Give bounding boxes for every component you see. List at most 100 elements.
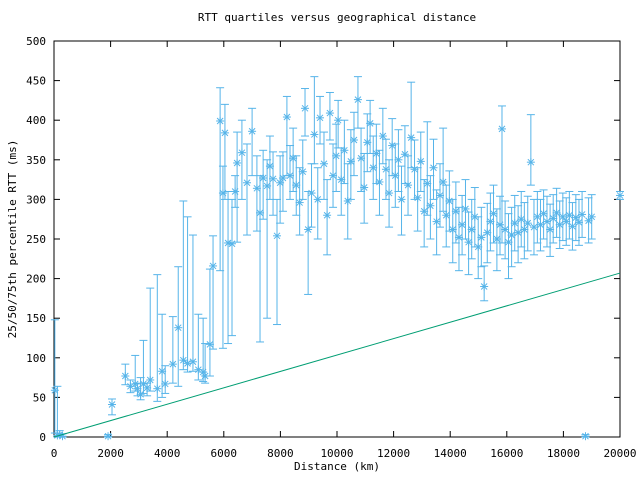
- data-point: [397, 165, 406, 236]
- data-point: [188, 234, 197, 372]
- data-point: [340, 119, 349, 185]
- data-point: [413, 167, 422, 232]
- data-point: [464, 211, 473, 276]
- marker-asterisk: [334, 116, 342, 124]
- marker-asterisk: [360, 184, 368, 191]
- data-point: [183, 216, 192, 373]
- data-point: [316, 95, 325, 145]
- data-point: [325, 91, 334, 141]
- marker-asterisk: [161, 380, 169, 388]
- marker-asterisk: [238, 149, 246, 157]
- marker-asterisk: [323, 211, 331, 219]
- marker-asterisk: [363, 139, 371, 146]
- marker-asterisk: [299, 168, 307, 176]
- data-point: [298, 139, 307, 200]
- data-point: [454, 206, 463, 272]
- data-point: [492, 208, 501, 272]
- marker-asterisk: [379, 132, 387, 140]
- y-tick-label: 350: [26, 154, 46, 167]
- marker-asterisk: [108, 401, 116, 408]
- data-point: [480, 265, 489, 302]
- marker-asterisk: [350, 136, 358, 144]
- data-point: [243, 143, 252, 236]
- reference-line: [53, 272, 621, 438]
- marker-asterisk: [369, 164, 377, 172]
- data-point: [146, 287, 155, 392]
- marker-asterisk: [540, 210, 547, 218]
- marker-asterisk: [524, 219, 532, 227]
- data-point: [458, 194, 467, 256]
- x-tick-label: 2000: [97, 447, 124, 460]
- marker-asterisk: [224, 239, 232, 247]
- marker-asterisk: [452, 207, 460, 215]
- marker-asterisk: [311, 131, 318, 138]
- marker-asterisk: [372, 150, 380, 157]
- data-point: [278, 151, 287, 212]
- data-point: [104, 432, 113, 441]
- data-point: [153, 274, 162, 402]
- marker-asterisk: [121, 372, 129, 380]
- marker-asterisk: [314, 196, 322, 203]
- marker-asterisk: [398, 196, 405, 203]
- marker-asterisk: [382, 165, 390, 173]
- marker-asterisk: [283, 113, 291, 121]
- data-point: [218, 165, 227, 349]
- marker-asterisk: [329, 172, 337, 179]
- data-point: [536, 198, 545, 252]
- y-tick-label: 100: [26, 352, 46, 365]
- marker-asterisk: [462, 205, 469, 213]
- marker-asterisk: [559, 213, 567, 221]
- data-point: [552, 187, 561, 238]
- marker-asterisk: [578, 211, 586, 218]
- data-point: [616, 190, 624, 200]
- y-tick-label: 300: [26, 193, 46, 206]
- marker-asterisk: [326, 109, 334, 117]
- data-point: [337, 147, 346, 216]
- marker-asterisk: [143, 384, 151, 392]
- data-point: [329, 143, 338, 208]
- data-point: [501, 200, 510, 260]
- marker-asterisk: [216, 117, 224, 125]
- data-point: [366, 99, 375, 154]
- data-point: [375, 149, 384, 216]
- marker-asterisk: [263, 182, 271, 190]
- marker-asterisk: [134, 385, 141, 393]
- data-point: [259, 149, 268, 220]
- x-tick-label: 12000: [377, 447, 410, 460]
- data-point: [526, 114, 535, 186]
- marker-asterisk: [474, 243, 482, 251]
- data-point: [407, 81, 416, 169]
- data-point: [587, 194, 596, 240]
- data-point: [448, 198, 457, 264]
- series-group: [50, 76, 624, 441]
- data-point: [224, 190, 233, 345]
- marker-asterisk: [332, 152, 340, 160]
- marker-asterisk: [221, 129, 229, 137]
- data-point: [199, 317, 208, 383]
- marker-asterisk: [153, 385, 161, 393]
- marker-asterisk: [556, 221, 564, 229]
- marker-asterisk: [296, 199, 303, 206]
- marker-asterisk: [439, 178, 447, 186]
- marker-asterisk: [458, 221, 466, 229]
- marker-asterisk: [616, 192, 624, 199]
- x-tick-label: 6000: [211, 447, 238, 460]
- marker-asterisk: [423, 180, 431, 187]
- x-tick-label: 20000: [603, 447, 636, 460]
- marker-asterisk: [286, 172, 294, 179]
- data-point: [237, 119, 246, 200]
- y-tick-label: 50: [33, 391, 46, 404]
- data-point: [343, 163, 352, 240]
- marker-asterisk: [530, 223, 538, 231]
- marker-asterisk: [243, 179, 251, 187]
- marker-asterisk: [51, 386, 59, 394]
- data-point: [461, 179, 470, 240]
- data-point: [269, 151, 278, 216]
- data-point: [581, 432, 590, 441]
- data-point: [416, 131, 425, 192]
- marker-asterisk: [354, 96, 362, 103]
- marker-asterisk: [56, 431, 64, 438]
- marker-asterisk: [508, 231, 515, 239]
- marker-asterisk: [337, 176, 345, 183]
